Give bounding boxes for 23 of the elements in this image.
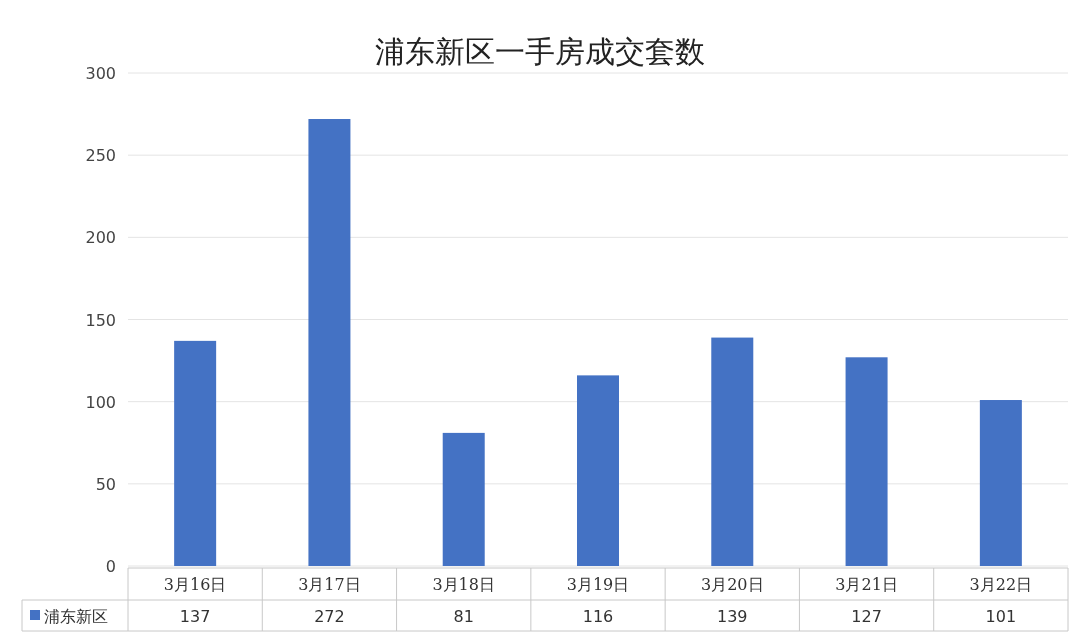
y-tick-label: 150 — [85, 310, 116, 330]
x-tick-label: 3月17日 — [298, 575, 361, 594]
data-label: 81 — [453, 607, 474, 626]
x-tick-label: 3月16日 — [163, 575, 227, 594]
x-tick-label: 3月19日 — [566, 575, 630, 594]
data-label: 137 — [179, 607, 211, 626]
data-label: 116 — [582, 607, 614, 626]
data-label: 101 — [985, 607, 1017, 626]
y-tick-label: 100 — [85, 392, 116, 412]
legend-label: 浦东新区 — [44, 607, 108, 626]
data-label: 272 — [314, 607, 345, 626]
data-label: 127 — [851, 607, 882, 626]
data-label: 139 — [717, 607, 748, 626]
y-tick-label: 200 — [85, 228, 116, 248]
x-tick-label: 3月22日 — [969, 575, 1033, 594]
x-tick-label: 3月20日 — [701, 575, 764, 594]
chart-title: 浦东新区一手房成交套数 — [375, 34, 705, 69]
y-tick-label: 50 — [95, 474, 116, 494]
x-tick-label: 3月21日 — [835, 575, 898, 594]
x-tick-label: 3月18日 — [432, 575, 495, 594]
y-tick-label: 250 — [85, 146, 116, 166]
y-tick-label: 0 — [105, 557, 116, 576]
y-tick-label: 300 — [85, 64, 116, 83]
